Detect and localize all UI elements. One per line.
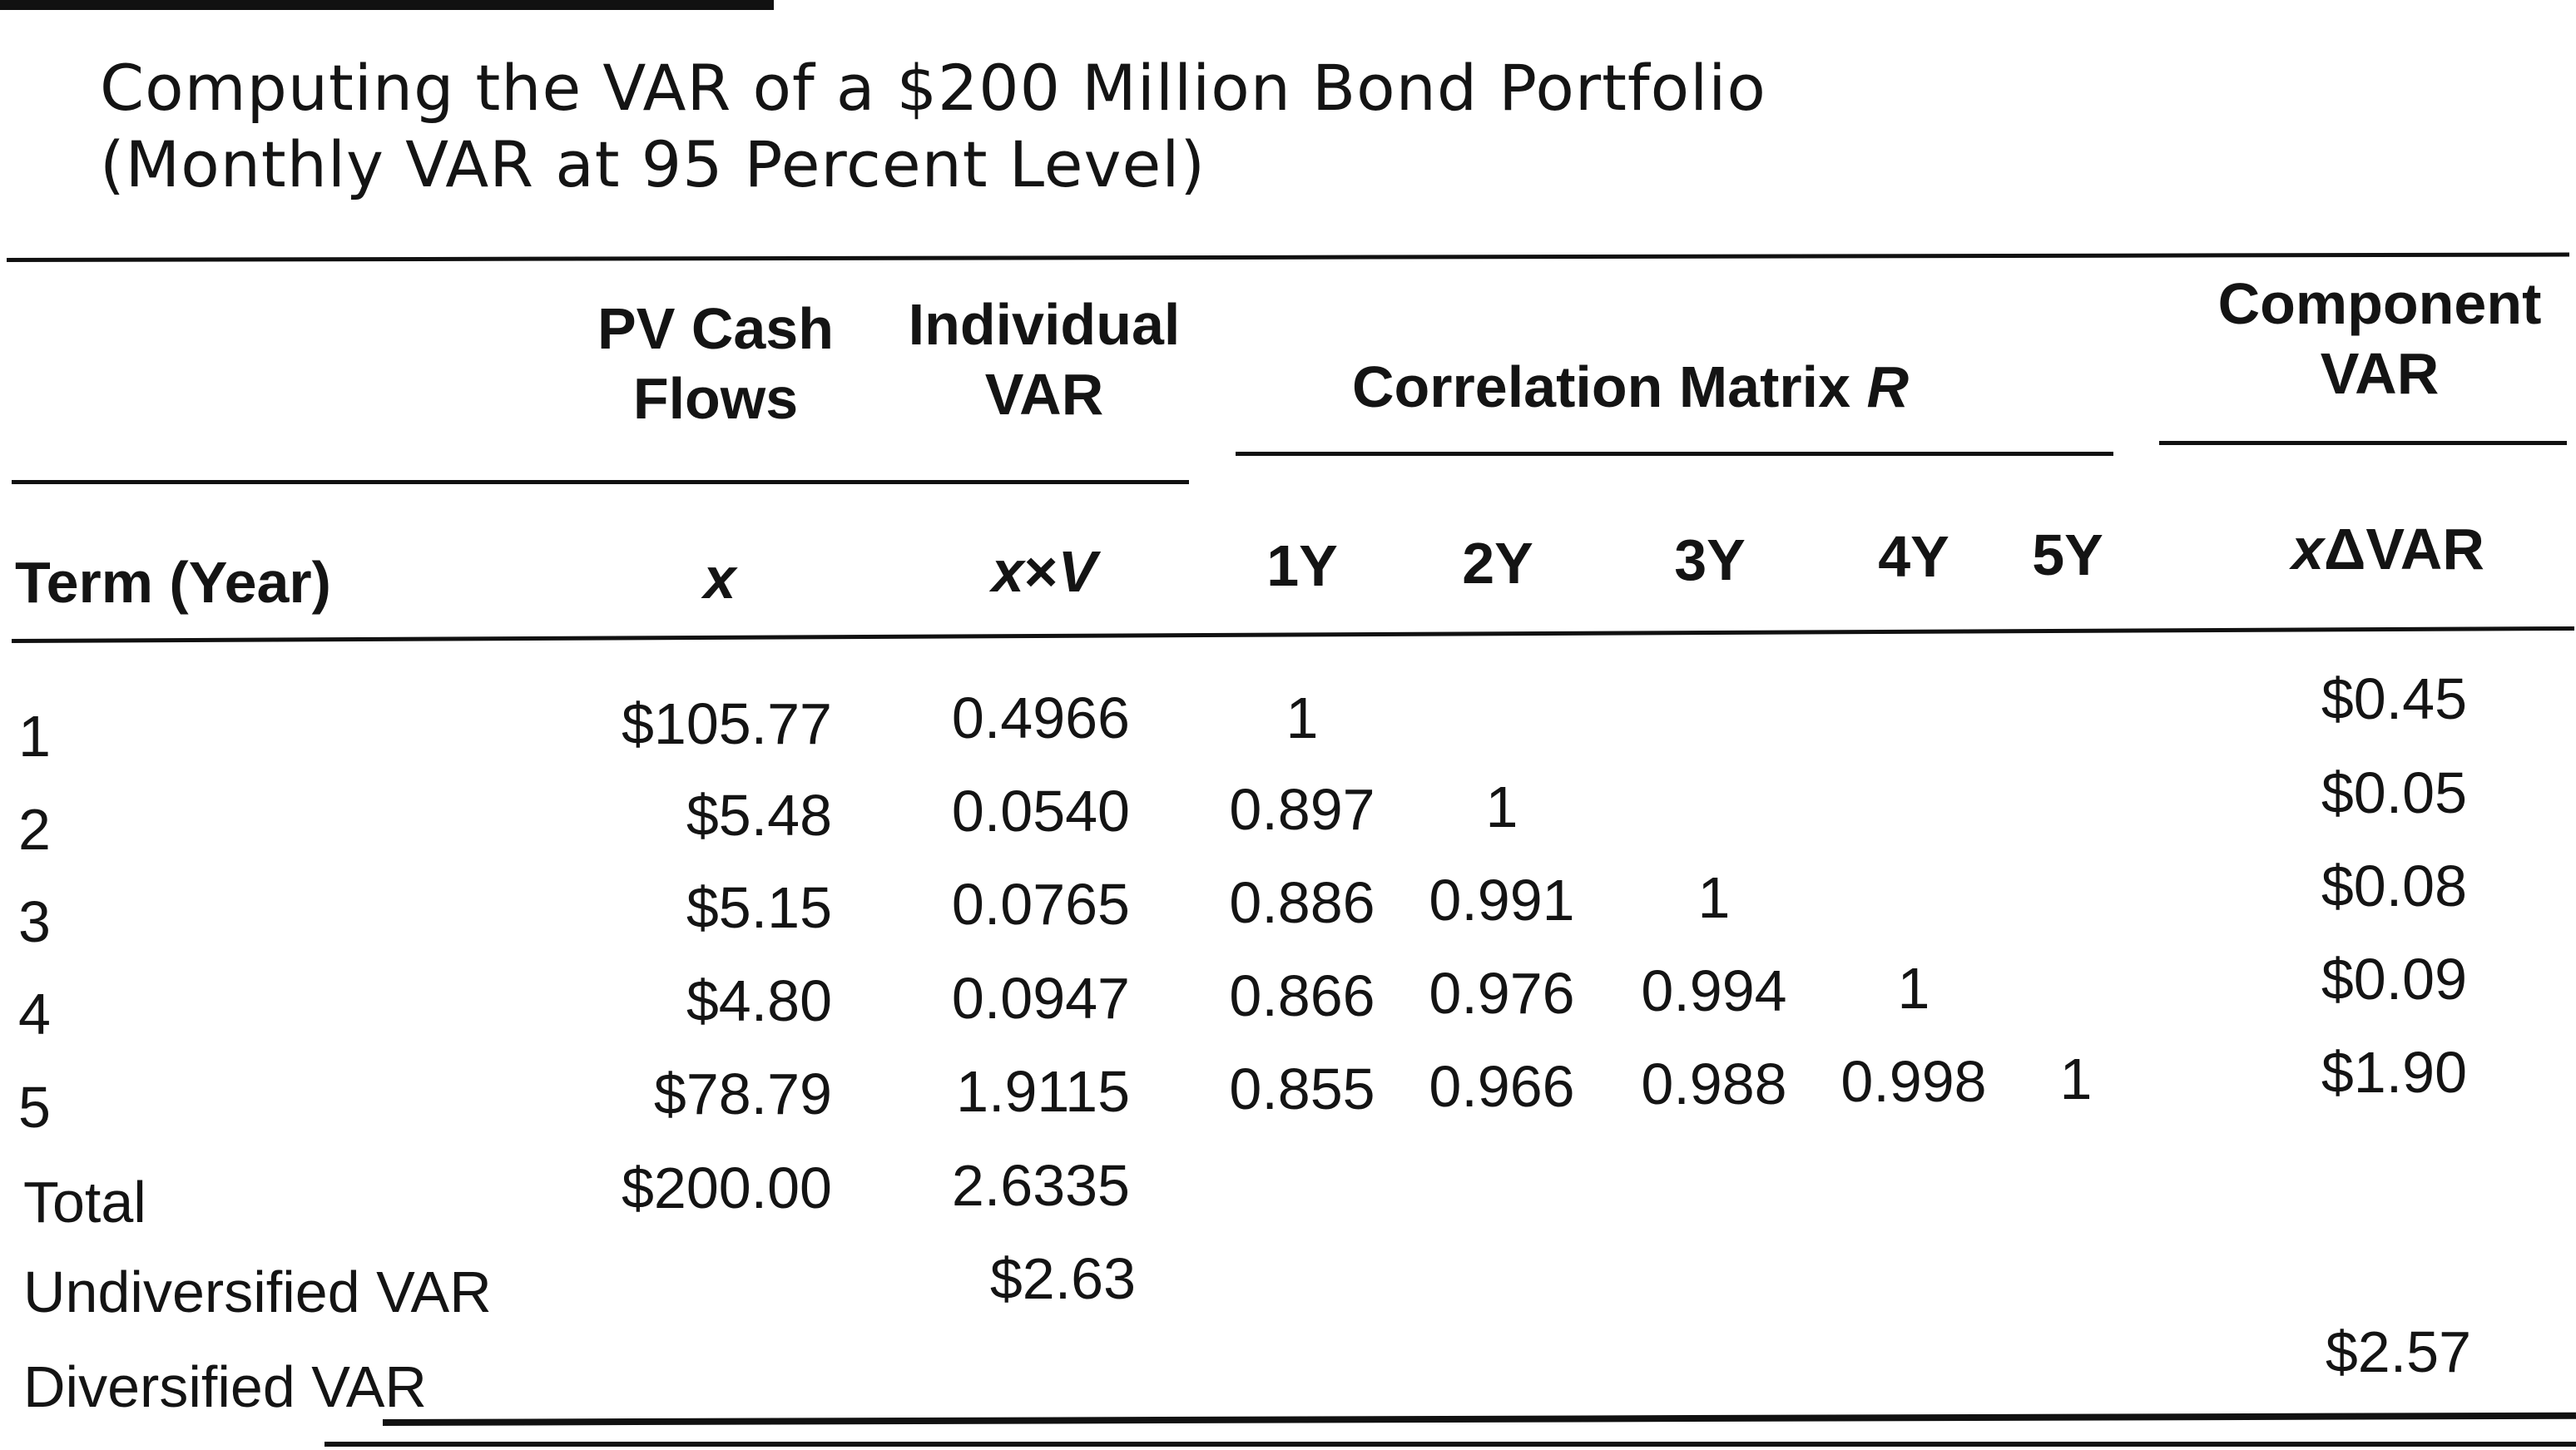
row1-pv: $105.77 — [621, 691, 832, 756]
row5-corr5: 1 — [2059, 1047, 2093, 1111]
total-label: Total — [23, 1170, 146, 1235]
header-rule-left — [12, 480, 1189, 484]
row3-pv: $5.15 — [686, 875, 832, 940]
header-5y: 5Y — [2032, 522, 2103, 587]
header-component-var: Component VAR — [2197, 275, 2563, 403]
header-individual-var: Individual VAR — [882, 295, 1206, 423]
component-underline — [2159, 441, 2567, 445]
undiversified-var-value: $2.63 — [989, 1246, 1136, 1311]
row5-pv: $78.79 — [653, 1062, 832, 1126]
row2-corr1: 0.897 — [1229, 777, 1375, 842]
row2-corr2: 1 — [1485, 774, 1518, 839]
total-ivar: 2.6335 — [951, 1153, 1130, 1218]
row4-corr2: 0.976 — [1429, 961, 1575, 1026]
header-pv-line1: PV Cash — [597, 296, 834, 361]
row3-corr2: 0.991 — [1429, 868, 1575, 933]
header-xv-times: × — [1023, 539, 1058, 604]
row4-ivar: 0.0947 — [951, 966, 1130, 1031]
header-ind-line2: VAR — [984, 362, 1104, 427]
row3-corr3: 1 — [1697, 865, 1731, 930]
row3-comp: $0.08 — [2321, 854, 2467, 918]
row4-corr3: 0.994 — [1641, 958, 1787, 1023]
header-correlation-matrix: Correlation Matrix R — [1352, 358, 1909, 416]
row4-pv: $4.80 — [686, 968, 832, 1033]
header-comp-line1: Component — [2217, 271, 2542, 336]
row3-corr1: 0.886 — [1229, 870, 1375, 935]
row1-corr1: 1 — [1286, 685, 1319, 750]
header-corr-prefix: Correlation Matrix — [1352, 354, 1850, 419]
undiversified-var-label: Undiversified VAR — [23, 1259, 492, 1324]
bottom-rule-2 — [324, 1442, 2576, 1447]
row3-term: 3 — [18, 889, 51, 954]
row5-corr3: 0.988 — [1641, 1052, 1787, 1116]
row1-term: 1 — [18, 704, 51, 769]
header-ind-line1: Individual — [908, 292, 1181, 357]
row4-comp: $0.09 — [2321, 947, 2467, 1012]
header-x-delta-var: xΔVAR — [2213, 520, 2563, 578]
header-xdvar-rest: ΔVAR — [2324, 517, 2484, 581]
header-2y: 2Y — [1462, 531, 1533, 596]
row5-corr2: 0.966 — [1429, 1054, 1575, 1119]
row1-ivar: 0.4966 — [951, 685, 1130, 750]
header-comp-line2: VAR — [2320, 341, 2440, 406]
correlation-underline — [1236, 452, 2113, 456]
row4-term: 4 — [18, 982, 51, 1047]
header-1y: 1Y — [1266, 533, 1338, 598]
row2-term: 2 — [18, 797, 51, 862]
header-x-times-v: x×V — [940, 542, 1148, 601]
row5-corr4: 0.998 — [1840, 1049, 1987, 1114]
header-xdvar-x: x — [2291, 517, 2324, 581]
header-4y: 4Y — [1878, 524, 1949, 589]
row5-corr1: 0.855 — [1229, 1057, 1375, 1121]
row2-comp: $0.05 — [2321, 760, 2467, 825]
header-pv-cash-flows: PV Cash Flows — [566, 299, 865, 428]
row5-comp: $1.90 — [2321, 1040, 2467, 1105]
row4-corr4: 1 — [1897, 956, 1930, 1021]
row2-ivar: 0.0540 — [951, 779, 1130, 844]
header-xv-v: V — [1058, 539, 1097, 604]
row4-corr1: 0.866 — [1229, 963, 1375, 1028]
header-xv-x: x — [991, 539, 1024, 604]
subheader-rule — [11, 626, 2574, 643]
diversified-var-value: $2.57 — [2325, 1319, 2471, 1384]
total-pv: $200.00 — [621, 1156, 832, 1220]
bottom-rule-1 — [382, 1412, 2576, 1426]
header-pv-line2: Flows — [632, 366, 799, 431]
row3-ivar: 0.0765 — [951, 872, 1130, 937]
header-term-year: Term (Year) — [15, 550, 331, 615]
diversified-var-label: Diversified VAR — [23, 1354, 427, 1419]
title-bottom-rule — [6, 252, 2569, 262]
header-corr-symbol: R — [1866, 354, 1910, 419]
row5-ivar: 1.9115 — [956, 1059, 1130, 1124]
header-x: x — [703, 546, 736, 611]
table-title-line1: Computing the VAR of a $200 Million Bond… — [100, 51, 1766, 125]
row2-pv: $5.48 — [686, 783, 832, 848]
table-title-line2: (Monthly VAR at 95 Percent Level) — [100, 127, 1206, 201]
top-rule — [0, 0, 774, 10]
row5-term: 5 — [18, 1075, 51, 1140]
header-3y: 3Y — [1674, 527, 1746, 592]
row1-comp: $0.45 — [2321, 666, 2467, 731]
